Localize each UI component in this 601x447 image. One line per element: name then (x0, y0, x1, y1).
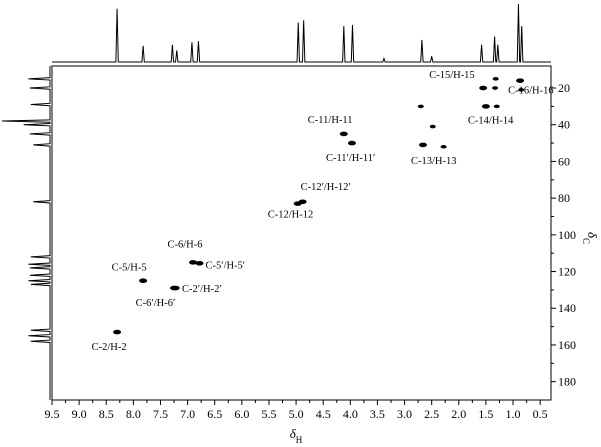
cross-peak (171, 285, 180, 291)
x-tick-label: 6.5 (207, 407, 222, 421)
x-tick-label: 5.5 (261, 407, 276, 421)
x-tick-label: 1.0 (506, 407, 521, 421)
y-axis-title-subscript: C (581, 238, 591, 244)
x-tick-label: 0.5 (533, 407, 548, 421)
cross-peak-label: C-2/H-2 (92, 342, 127, 353)
x-tick-label: 5.0 (289, 407, 304, 421)
cross-peak (293, 201, 302, 206)
y-tick-label: 180 (558, 375, 576, 389)
y-tick-label: 160 (558, 338, 576, 352)
x-tick-label: 4.5 (316, 407, 331, 421)
x-tick-label: 2.5 (424, 407, 439, 421)
minor-peak (417, 104, 424, 109)
minor-peak (492, 86, 499, 90)
cross-peak-label: C-6′/H-6′ (136, 298, 176, 309)
cross-peaks (113, 77, 525, 335)
cross-peak (347, 140, 356, 146)
minor-peak (440, 144, 447, 149)
cross-peak-label: C-14/H-14 (468, 115, 514, 126)
minor-peak (518, 88, 525, 92)
cross-peak (516, 78, 525, 83)
cross-peak-label: C-6/H-6 (168, 239, 203, 250)
minor-peak (429, 124, 436, 129)
x-tick-label: 6.0 (234, 407, 249, 421)
minor-peak (493, 104, 500, 109)
x-tick-label: 3.5 (370, 407, 385, 421)
cross-peak (479, 85, 488, 91)
h1-spectrum-trace (52, 3, 551, 63)
cross-peak (481, 104, 490, 109)
x-tick-label: 8.0 (126, 407, 141, 421)
cross-peak (189, 260, 198, 265)
cross-peak (418, 142, 427, 148)
cross-peak-label: C-15/H-15 (429, 70, 475, 81)
cross-peak-label: C-5′/H-5′ (206, 260, 246, 271)
x-axis-title-symbol: δ (290, 426, 297, 441)
x-axis-ticks: 9.5 9.0 8.5 8.0 7.5 7.0 6.5 6.0 5.5 5.0 4.5 4.0 3.5 3… (45, 400, 548, 421)
cross-peak-label: C-12/H-12 (268, 210, 314, 221)
x-tick-label: 2.0 (451, 407, 466, 421)
c13-spectrum-trace (1, 66, 51, 400)
cross-peak-label: C-11′/H-11′ (326, 153, 375, 164)
x-tick-label: 8.5 (99, 407, 114, 421)
y-tick-label: 140 (558, 301, 576, 315)
minor-peak (492, 77, 499, 81)
cross-peak-label: C-16/H-16 (508, 86, 554, 97)
x-axis-title: δH (290, 426, 303, 445)
y-tick-label: 40 (558, 118, 570, 132)
y-tick-label: 60 (558, 154, 570, 168)
c13-spectrum-line (1, 66, 51, 400)
cross-peak-label: C-11/H-11 (308, 115, 353, 126)
h1-spectrum-line (52, 3, 551, 63)
y-axis-title: δC (581, 232, 600, 244)
x-axis-title-subscript: H (296, 435, 303, 445)
y-tick-label: 80 (558, 191, 570, 205)
cross-peak-label: C-5/H-5 (112, 263, 147, 274)
x-tick-label: 9.5 (45, 407, 60, 421)
x-tick-label: 1.5 (478, 407, 493, 421)
y-tick-label: 20 (558, 81, 570, 95)
cross-peak-labels: C-2/H-2 C-5/H-5 C-6/H-6C-5′/H-5′ C-2′/H-2′ C… (92, 70, 554, 353)
y-axis-ticks: 20 40 60 80 100 120 140 160 180 (551, 81, 576, 389)
cross-peak-label: C-2′/H-2′ (182, 284, 222, 295)
cross-peak (339, 131, 348, 137)
cross-peak-label: C-12′/H-12′ (301, 182, 351, 193)
x-tick-label: 7.5 (153, 407, 168, 421)
x-tick-label: 7.0 (180, 407, 195, 421)
cross-peak (195, 260, 204, 266)
x-tick-label: 4.0 (343, 407, 358, 421)
cross-peak (139, 278, 148, 284)
y-tick-label: 120 (558, 265, 576, 279)
cross-peak (113, 329, 122, 335)
plot-frame (51, 65, 552, 401)
y-tick-label: 100 (558, 228, 576, 242)
x-tick-label: 9.0 (72, 407, 87, 421)
y-axis-title-symbol: δ (585, 232, 600, 239)
x-tick-label: 3.0 (397, 407, 412, 421)
cross-peak-label: C-13/H-13 (411, 156, 457, 167)
